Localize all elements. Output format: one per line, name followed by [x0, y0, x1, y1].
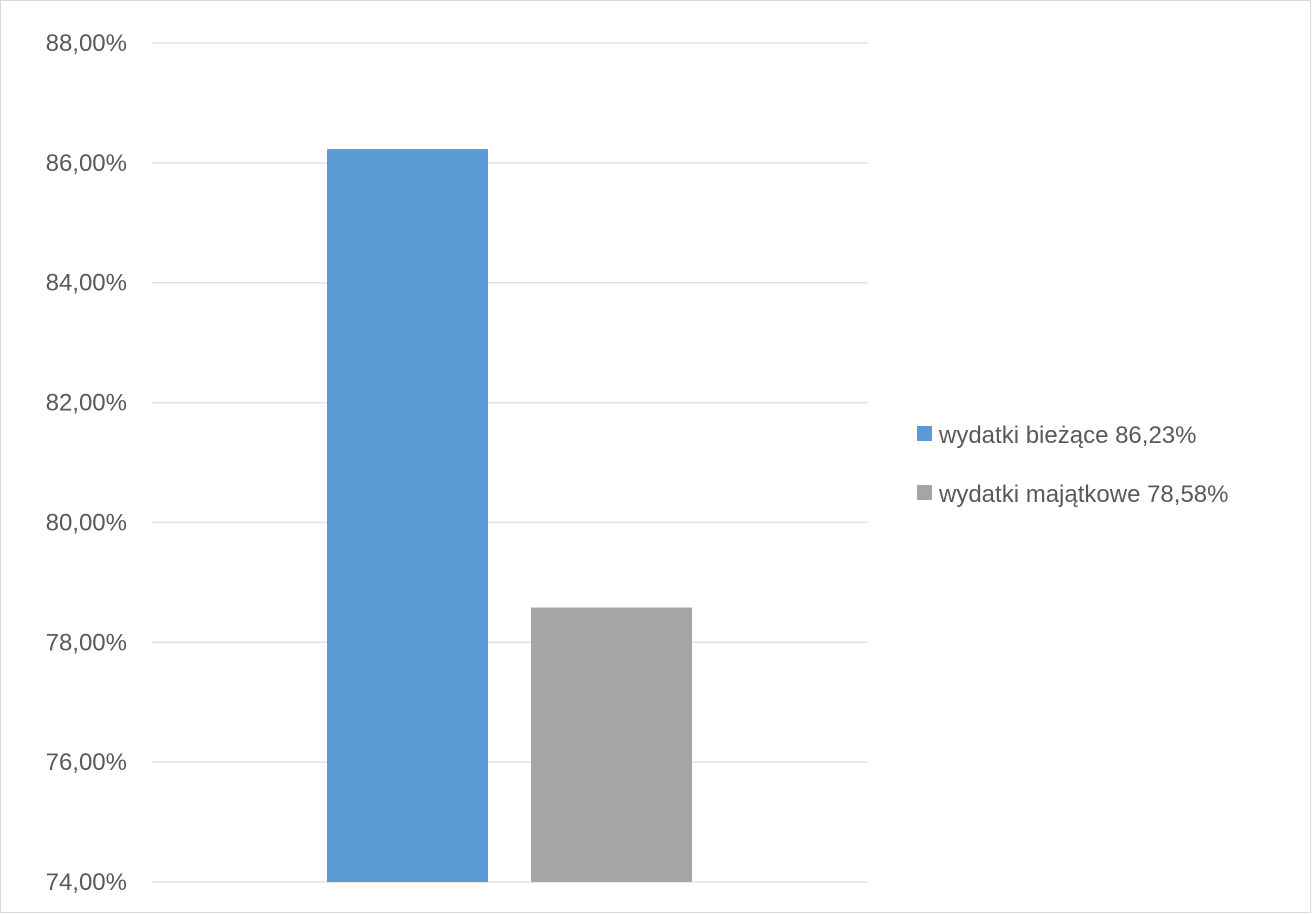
legend-label: wydatki majątkowe 78,58% [938, 481, 1228, 508]
legend-label: wydatki bieżące 86,23% [938, 422, 1196, 449]
legend-swatch [917, 485, 932, 500]
y-tick-label: 80,00% [46, 509, 127, 536]
y-axis-tick-labels: 74,00% 76,00% 78,00% 80,00% 82,00% 84,00% 86,0… [46, 30, 127, 896]
bar-wydatki-majatkowe [531, 607, 692, 882]
legend: wydatki bieżące 86,23% wydatki majątkowe … [917, 422, 1228, 508]
bar-wydatki-biezace [327, 149, 488, 882]
y-tick-label: 82,00% [46, 390, 127, 417]
gridlines [152, 42, 868, 883]
y-tick-label: 78,00% [46, 629, 127, 656]
y-tick-label: 76,00% [46, 749, 127, 776]
y-tick-label: 74,00% [46, 869, 127, 896]
legend-swatch [917, 426, 932, 441]
y-tick-label: 84,00% [46, 270, 127, 297]
y-tick-label: 88,00% [46, 30, 127, 57]
y-tick-label: 86,00% [46, 150, 127, 177]
bars [327, 149, 692, 882]
